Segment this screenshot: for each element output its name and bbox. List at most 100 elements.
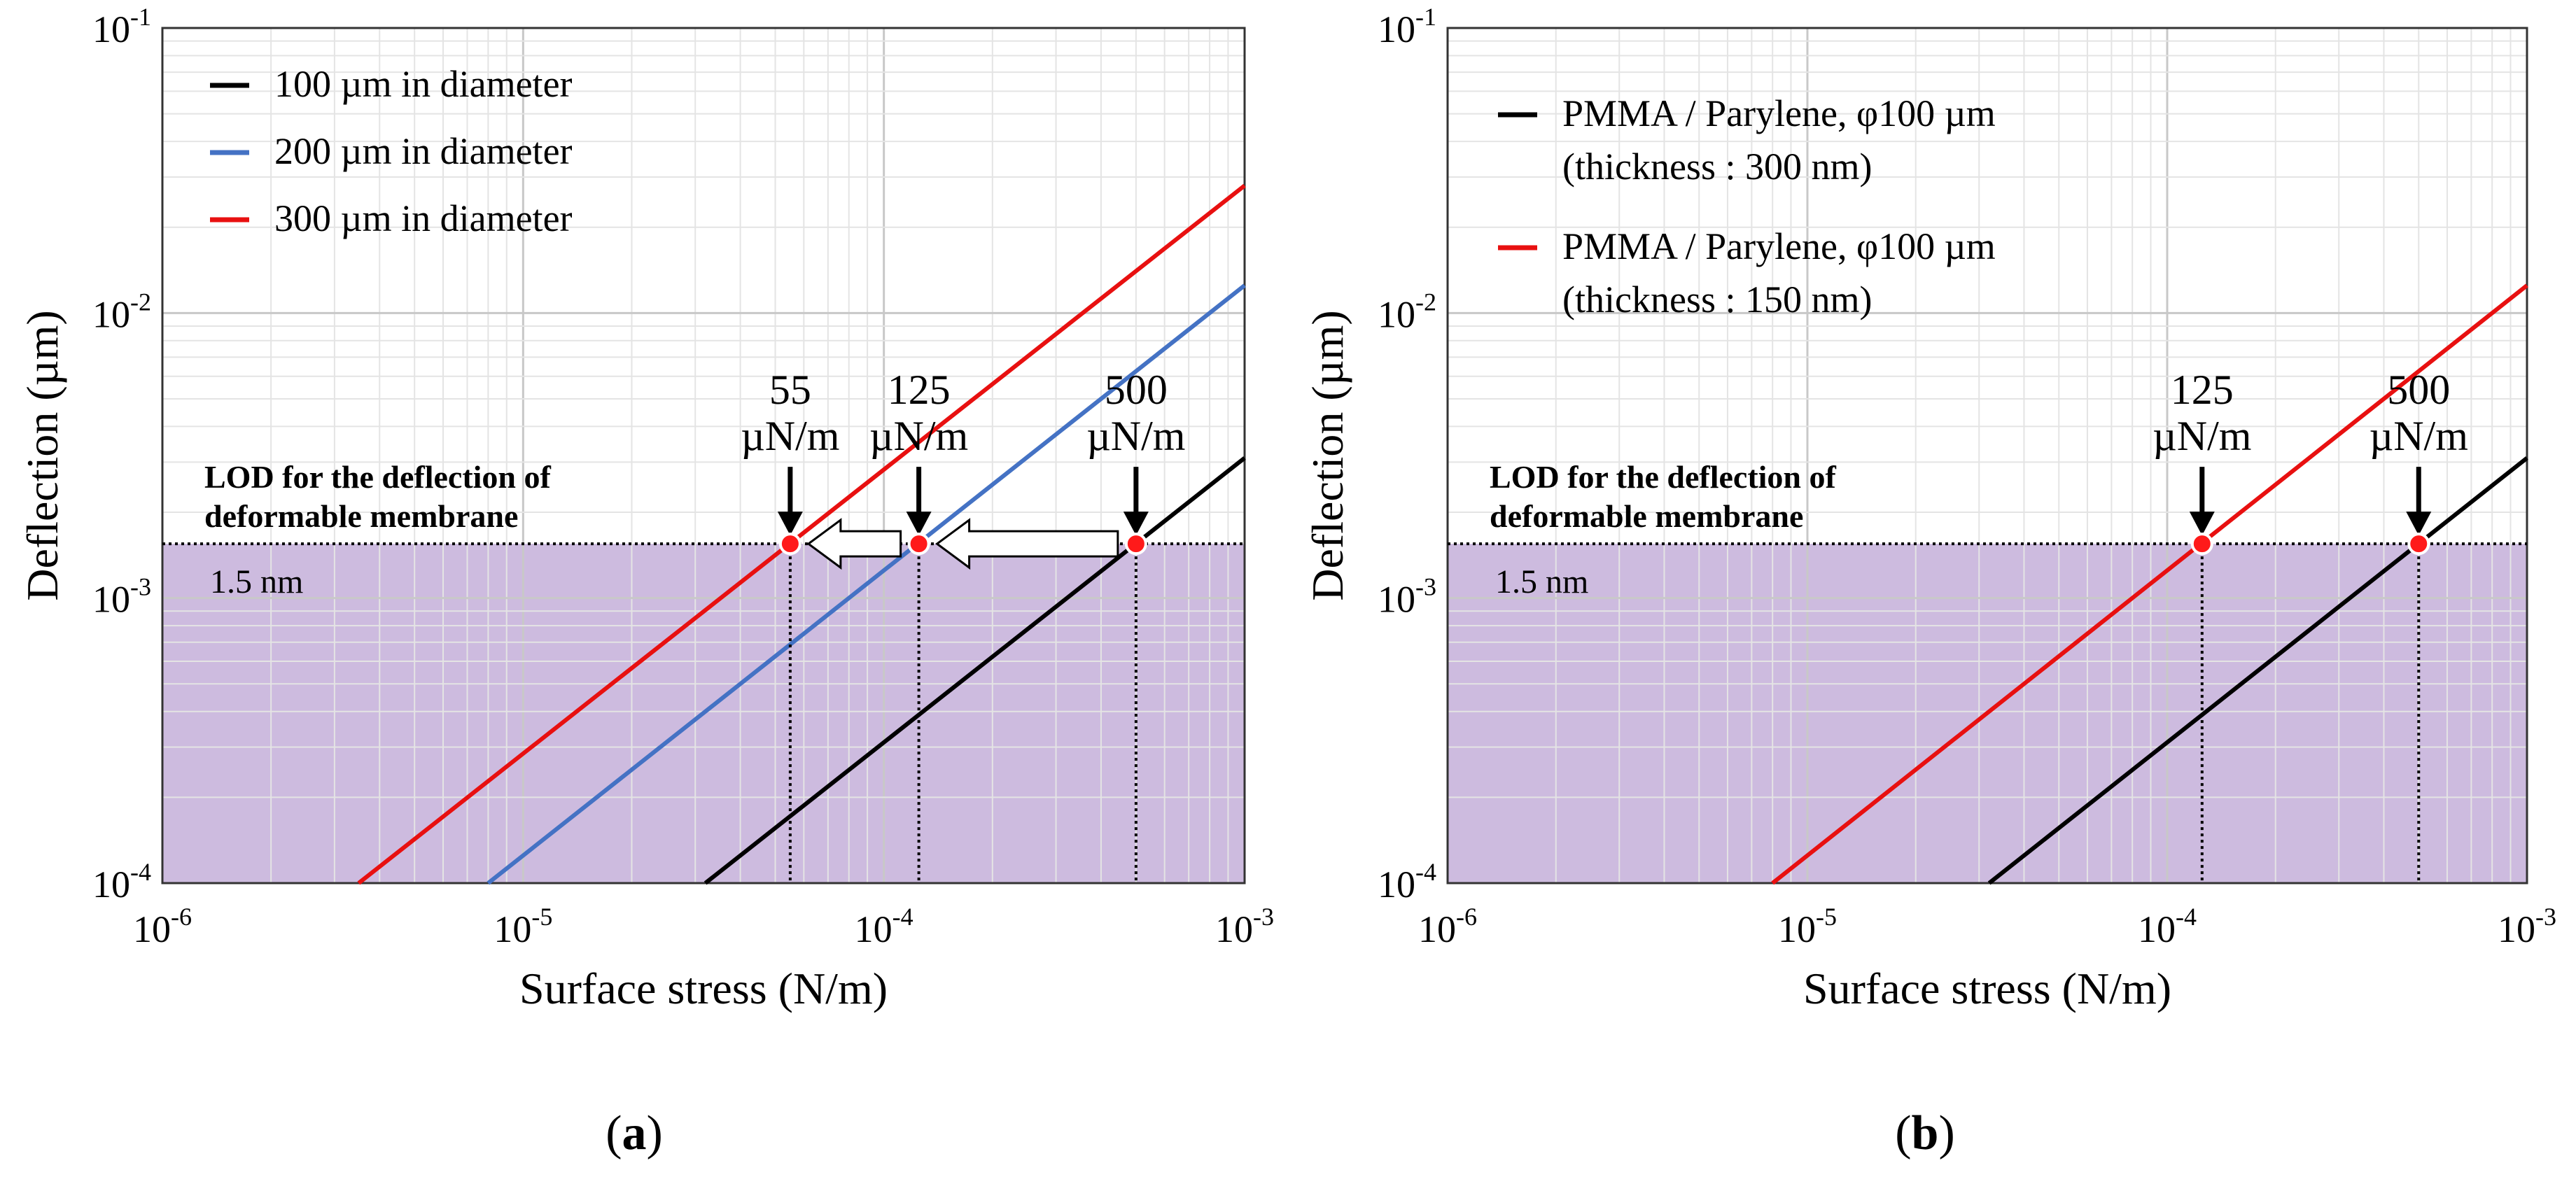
x-tick-label: 10-3 xyxy=(2498,903,2556,950)
down-arrow-head xyxy=(906,512,932,536)
marker-unit-label: µN/m xyxy=(741,413,839,459)
panel-b-caption-close: ) xyxy=(1938,1106,1955,1160)
marker-value-label: 55 xyxy=(769,367,811,413)
y-tick-base: 10 xyxy=(92,293,130,335)
legend-label: PMMA / Parylene, φ100 µm xyxy=(1562,225,1996,267)
down-arrow-head xyxy=(2189,512,2215,536)
series-line-1 xyxy=(704,456,1246,885)
x-axis-label: Surface stress (N/m) xyxy=(1803,964,2171,1013)
y-tick-base: 10 xyxy=(1378,8,1415,50)
x-tick-base: 10 xyxy=(1418,908,1456,950)
lod-intersection-point xyxy=(2407,533,2430,556)
y-axis-label: Deflection (µm) xyxy=(1303,310,1352,600)
y-tick-exponent: -2 xyxy=(1415,288,1436,316)
marker-value-label: 500 xyxy=(2387,367,2450,413)
y-axis-label: Deflection (µm) xyxy=(18,310,67,600)
y-tick-label: 10-2 xyxy=(1378,288,1436,335)
x-tick-base: 10 xyxy=(855,908,892,950)
marker-value-label: 125 xyxy=(2171,367,2234,413)
lod-value-label: 1.5 nm xyxy=(210,563,303,600)
lod-label-line2: deformable membrane xyxy=(204,498,518,534)
y-tick-exponent: -1 xyxy=(130,3,151,31)
series-line-1 xyxy=(1987,456,2528,885)
legend-label-line2: (thickness : 150 nm) xyxy=(1562,279,1872,320)
y-tick-base: 10 xyxy=(92,579,130,621)
marker-value-label: 500 xyxy=(1105,367,1168,413)
lod-label-line1: LOD for the deflection of xyxy=(1490,459,1837,495)
series-line-2 xyxy=(1771,283,2528,885)
lod-intersection-point xyxy=(778,533,802,556)
x-tick-base: 10 xyxy=(1215,908,1253,950)
x-tick-base: 10 xyxy=(2138,908,2176,950)
panel-a-caption-open: ( xyxy=(606,1106,622,1160)
y-tick-exponent: -1 xyxy=(1415,3,1436,31)
x-tick-label: 10-3 xyxy=(1215,903,1274,950)
x-tick-base: 10 xyxy=(2498,908,2535,950)
x-tick-exponent: -3 xyxy=(2535,903,2556,931)
down-arrow-head xyxy=(2406,512,2432,536)
x-tick-exponent: -5 xyxy=(531,903,552,931)
x-tick-label: 10-4 xyxy=(855,903,913,950)
x-axis-label: Surface stress (N/m) xyxy=(519,964,888,1013)
legend-label-line2: (thickness : 300 nm) xyxy=(1562,146,1872,188)
legend-label: 200 µm in diameter xyxy=(274,130,573,172)
lod-label-line1: LOD for the deflection of xyxy=(204,459,552,495)
y-tick-label: 10-3 xyxy=(1378,573,1436,621)
y-tick-label: 10-1 xyxy=(1378,3,1436,50)
shift-arrow xyxy=(935,518,1119,570)
y-tick-label: 10-4 xyxy=(1378,858,1436,905)
x-tick-label: 10-6 xyxy=(1418,903,1477,950)
x-tick-label: 10-4 xyxy=(2138,903,2197,950)
lod-intersection-point xyxy=(1124,533,1147,556)
marker-value-label: 125 xyxy=(888,367,951,413)
down-arrow-head xyxy=(1123,512,1149,536)
legend-label: PMMA / Parylene, φ100 µm xyxy=(1562,92,1996,134)
y-tick-exponent: -3 xyxy=(1415,573,1436,601)
panel-a-caption-letter: a xyxy=(622,1106,647,1160)
panel-a-caption-close: ) xyxy=(646,1106,663,1160)
y-tick-label: 10-2 xyxy=(92,288,151,335)
panel-b-caption-open: ( xyxy=(1895,1106,1912,1160)
plot-frame xyxy=(161,27,1246,885)
y-tick-base: 10 xyxy=(92,8,130,50)
series-line-2 xyxy=(486,283,1246,885)
x-tick-exponent: -3 xyxy=(1253,903,1274,931)
x-tick-base: 10 xyxy=(493,908,531,950)
y-tick-exponent: -4 xyxy=(1415,858,1436,886)
panel-b-caption: (b) xyxy=(1820,1106,2030,1162)
x-tick-exponent: -6 xyxy=(1456,903,1477,931)
marker-unit-label: µN/m xyxy=(2152,413,2251,459)
legend-label: 300 µm in diameter xyxy=(274,197,573,239)
x-tick-label: 10-5 xyxy=(493,903,552,950)
x-tick-label: 10-6 xyxy=(133,903,192,950)
shift-arrow xyxy=(806,518,902,570)
lod-value-label: 1.5 nm xyxy=(1495,563,1588,600)
panel-b-caption-letter: b xyxy=(1911,1106,1939,1160)
y-tick-label: 10-1 xyxy=(92,3,151,50)
lod-label-line2: deformable membrane xyxy=(1490,498,1803,534)
down-arrow-head xyxy=(777,512,803,536)
legend-label: 100 µm in diameter xyxy=(274,63,573,105)
y-tick-base: 10 xyxy=(1378,293,1415,335)
plot-frame xyxy=(1446,27,2528,885)
marker-unit-label: µN/m xyxy=(1086,413,1185,459)
y-tick-exponent: -3 xyxy=(130,573,151,601)
series-line-3 xyxy=(357,183,1246,885)
y-tick-exponent: -4 xyxy=(130,858,151,886)
panel-a-caption: (a) xyxy=(529,1106,739,1162)
x-tick-exponent: -6 xyxy=(171,903,192,931)
y-tick-base: 10 xyxy=(1378,864,1415,905)
marker-unit-label: µN/m xyxy=(2370,413,2468,459)
x-tick-exponent: -4 xyxy=(2176,903,2197,931)
y-tick-exponent: -2 xyxy=(130,288,151,316)
lod-intersection-point xyxy=(2190,533,2213,556)
marker-unit-label: µN/m xyxy=(869,413,968,459)
y-tick-label: 10-3 xyxy=(92,573,151,621)
x-tick-label: 10-5 xyxy=(1778,903,1837,950)
x-tick-base: 10 xyxy=(1778,908,1816,950)
x-tick-exponent: -4 xyxy=(892,903,913,931)
x-tick-exponent: -5 xyxy=(1816,903,1837,931)
